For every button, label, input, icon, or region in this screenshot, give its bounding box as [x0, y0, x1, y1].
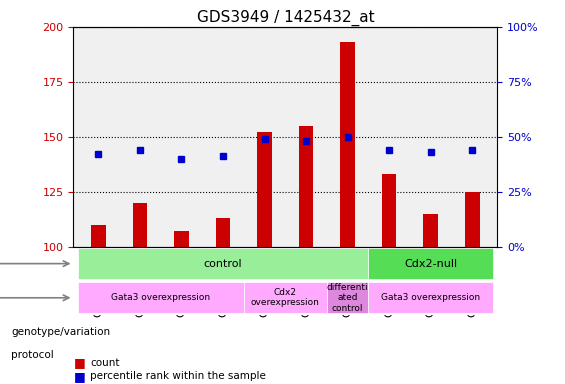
FancyBboxPatch shape: [77, 248, 368, 279]
Bar: [257, 132, 272, 247]
Bar: [91, 225, 106, 247]
Bar: [174, 231, 189, 247]
Bar: [423, 214, 438, 247]
FancyBboxPatch shape: [77, 282, 244, 313]
FancyBboxPatch shape: [327, 282, 368, 313]
Text: control: control: [204, 259, 242, 269]
Text: genotype/variation: genotype/variation: [11, 327, 110, 337]
Bar: [216, 218, 231, 247]
Text: Gata3 overexpression: Gata3 overexpression: [111, 293, 210, 302]
Text: percentile rank within the sample: percentile rank within the sample: [90, 371, 266, 381]
Text: ■: ■: [73, 356, 85, 369]
Text: protocol: protocol: [11, 350, 54, 360]
FancyBboxPatch shape: [368, 282, 493, 313]
FancyBboxPatch shape: [368, 248, 493, 279]
Text: Cdx2-null: Cdx2-null: [404, 259, 457, 269]
FancyBboxPatch shape: [244, 282, 327, 313]
Bar: [465, 192, 480, 247]
Bar: [382, 174, 397, 247]
Bar: [299, 126, 314, 247]
Text: Gata3 overexpression: Gata3 overexpression: [381, 293, 480, 302]
Text: ■: ■: [73, 370, 85, 383]
Bar: [340, 42, 355, 247]
Bar: [133, 203, 147, 247]
Text: differenti
ated
control: differenti ated control: [327, 283, 368, 313]
Text: count: count: [90, 358, 120, 368]
Text: Cdx2
overexpression: Cdx2 overexpression: [251, 288, 320, 308]
Title: GDS3949 / 1425432_at: GDS3949 / 1425432_at: [197, 9, 374, 25]
